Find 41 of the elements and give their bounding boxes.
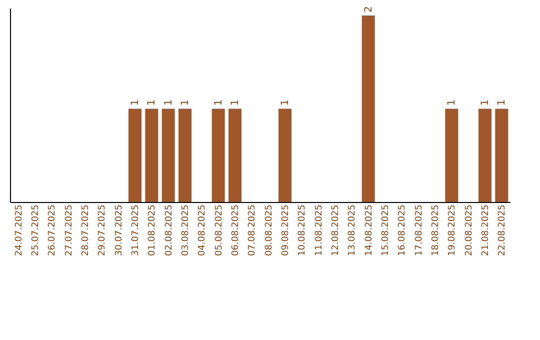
x-tick-label: 04.08.2025	[198, 204, 208, 256]
data-label: 1	[446, 99, 458, 106]
data-label: 2	[363, 6, 374, 12]
x-tick-label: 07.08.2025	[248, 204, 258, 256]
data-label: 1	[163, 99, 174, 106]
x-tick-label: 13.08.2025	[348, 204, 358, 256]
data-label: 1	[480, 99, 491, 106]
x-tick-label: 15.08.2025	[381, 204, 391, 256]
x-tick-label: 09.08.2025	[281, 204, 291, 256]
x-tick-label: 29.07.2025	[98, 204, 108, 256]
x-tick-label: 02.08.2025	[164, 204, 174, 256]
x-tick-label: 17.08.2025	[414, 204, 424, 256]
x-tick-label: 30.07.2025	[114, 204, 124, 256]
x-tick-label: 22.08.2025	[498, 204, 508, 256]
x-tick-label: 08.08.2025	[264, 204, 274, 256]
x-tick-label: 19.08.2025	[448, 204, 458, 256]
data-label: 1	[213, 99, 224, 106]
x-tick-label: 06.08.2025	[231, 204, 241, 256]
data-label: 1	[146, 99, 158, 106]
data-label: 1	[230, 99, 241, 106]
x-tick-label: 05.08.2025	[214, 204, 224, 256]
x-tick-label: 24.07.2025	[14, 204, 24, 256]
x-tick-label: 25.07.2025	[31, 204, 41, 256]
x-tick-label: 31.07.2025	[131, 204, 141, 256]
x-tick-label: 27.07.2025	[64, 204, 74, 256]
x-tick-label: 14.08.2025	[364, 204, 374, 256]
data-label: 1	[496, 99, 508, 106]
x-tick-label: 01.08.2025	[148, 204, 158, 256]
x-tick-label: 18.08.2025	[431, 204, 441, 256]
x-tick-label: 10.08.2025	[298, 204, 308, 256]
x-tick-label: 12.08.2025	[331, 204, 341, 256]
data-label: 1	[280, 99, 291, 106]
data-label: 1	[180, 99, 191, 106]
x-tick-label: 26.07.2025	[48, 204, 58, 256]
x-tick-label: 16.08.2025	[398, 204, 408, 256]
x-tick-label: 03.08.2025	[181, 204, 191, 256]
data-label: 1	[130, 99, 141, 106]
x-tick-label: 28.07.2025	[81, 204, 91, 256]
x-tick-label: 11.08.2025	[314, 204, 324, 256]
x-tick-label: 21.08.2025	[481, 204, 491, 256]
x-tick-label: 20.08.2025	[464, 204, 474, 256]
